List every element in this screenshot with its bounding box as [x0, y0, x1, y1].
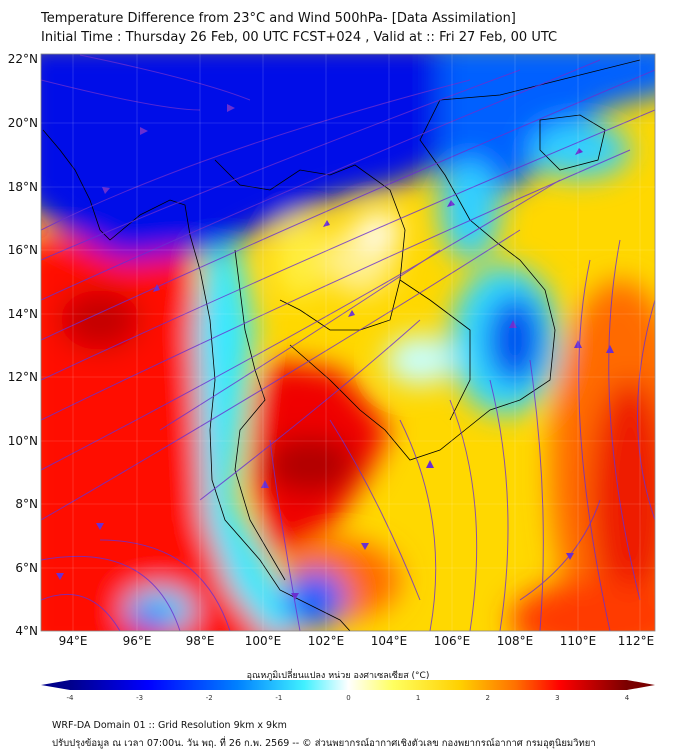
chart-title: Temperature Difference from 23°C and Win… [41, 11, 516, 26]
colorbar-tick-label: -2 [206, 694, 213, 702]
colorbar-tick-label: -3 [136, 694, 143, 702]
colorbar: -4 -3 -2 -1 0 1 2 3 4 [41, 680, 655, 702]
chart-subtitle: Initial Time : Thursday 26 Feb, 00 UTC F… [41, 30, 558, 45]
lat-label: 16°N [8, 243, 38, 257]
coastlines [42, 59, 641, 631]
colorbar-tick-label: 1 [416, 694, 420, 702]
footer-credits: ปรับปรุงข้อมูล ณ เวลา 07:00น. วัน พฤ. ที… [52, 738, 596, 749]
colorbar-tick-label: 4 [625, 694, 630, 702]
colorbar-max-extend [627, 680, 655, 690]
lon-label: 102°E [308, 634, 345, 648]
lon-label: 110°E [560, 634, 597, 648]
lat-label: 8°N [15, 497, 38, 511]
lon-label: 100°E [245, 634, 282, 648]
footer-model-info: WRF-DA Domain 01 :: Grid Resolution 9km … [52, 720, 287, 731]
colorbar-label: อุณหภูมิเปลี่ยนแปลง หน่วย องศาเซลเซียส (… [246, 671, 430, 681]
colorbar-min-extend [41, 680, 70, 690]
colorbar-tick-label: 3 [555, 694, 559, 702]
lat-label: 18°N [8, 180, 38, 194]
lon-label: 98°E [186, 634, 215, 648]
graticule [41, 54, 655, 631]
lat-label: 20°N [8, 116, 38, 130]
lat-label: 12°N [8, 370, 38, 384]
lat-label: 6°N [15, 561, 38, 575]
lon-label: 94°E [59, 634, 88, 648]
colorbar-tick-label: -4 [67, 694, 75, 702]
colorbar-tick-label: 0 [346, 694, 350, 702]
wind-arrowheads [56, 104, 614, 600]
lon-label: 112°E [618, 634, 655, 648]
lat-label: 4°N [15, 624, 38, 638]
lon-label: 104°E [371, 634, 408, 648]
lat-label: 14°N [8, 307, 38, 321]
wind-streamlines [41, 54, 655, 631]
colorbar-tick-label: 2 [486, 694, 490, 702]
colorbar-gradient [70, 680, 627, 690]
lon-label: 96°E [123, 634, 152, 648]
colorbar-tick-label: -1 [275, 694, 282, 702]
lat-label: 22°N [8, 52, 38, 66]
temperature-field [41, 54, 655, 631]
lat-label: 10°N [8, 434, 38, 448]
lon-label: 106°E [434, 634, 471, 648]
lon-label: 108°E [497, 634, 534, 648]
